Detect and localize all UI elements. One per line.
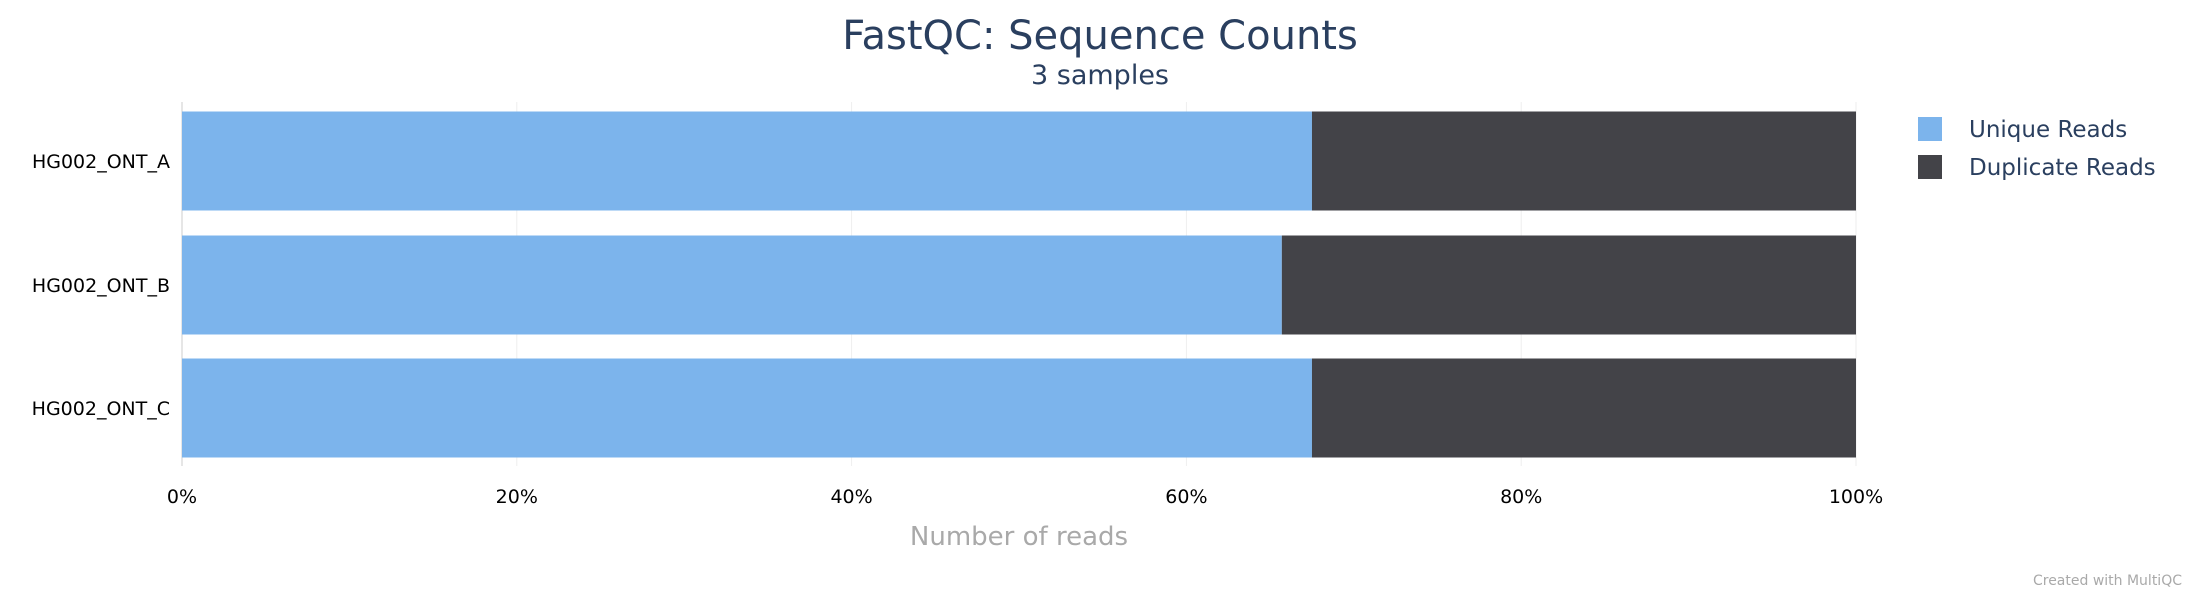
category-labels: HG002_ONT_A HG002_ONT_B HG002_ONT_C [32, 151, 170, 420]
bar-segment[interactable] [1281, 235, 1856, 335]
legend-label: Duplicate Reads [1969, 155, 2156, 181]
x-tick-label: 80% [1500, 486, 1542, 508]
legend-swatch [1918, 155, 1942, 179]
x-axis-title: Number of reads [910, 522, 1128, 552]
legend-label: Unique Reads [1969, 117, 2127, 143]
category-label: HG002_ONT_C [32, 398, 170, 420]
x-tick-label: 40% [830, 486, 872, 508]
x-tick-label: 0% [167, 486, 197, 508]
x-tick-label: 60% [1165, 486, 1207, 508]
bar-segment[interactable] [182, 111, 1312, 211]
bar-segment[interactable] [1311, 111, 1856, 211]
legend-swatch [1918, 117, 1942, 141]
x-axis-ticks: 0% 20% 40% 60% 80% 100% [167, 486, 1883, 508]
bar-segment[interactable] [182, 235, 1282, 335]
legend-item[interactable]: Duplicate Reads [1918, 155, 2156, 181]
chart-subtitle: 3 samples [1031, 60, 1169, 91]
chart-title: FastQC: Sequence Counts [842, 13, 1358, 59]
category-label: HG002_ONT_A [32, 151, 170, 173]
bars [182, 111, 1856, 458]
bar-segment[interactable] [182, 358, 1312, 458]
bar-segment[interactable] [1311, 358, 1856, 458]
credit-text: Created with MultiQC [2033, 573, 2182, 589]
legend-item[interactable]: Unique Reads [1918, 117, 2127, 143]
category-label: HG002_ONT_B [32, 275, 170, 297]
x-tick-label: 100% [1829, 486, 1883, 508]
legend: Unique Reads Duplicate Reads [1918, 117, 2156, 181]
x-tick-label: 20% [496, 486, 538, 508]
